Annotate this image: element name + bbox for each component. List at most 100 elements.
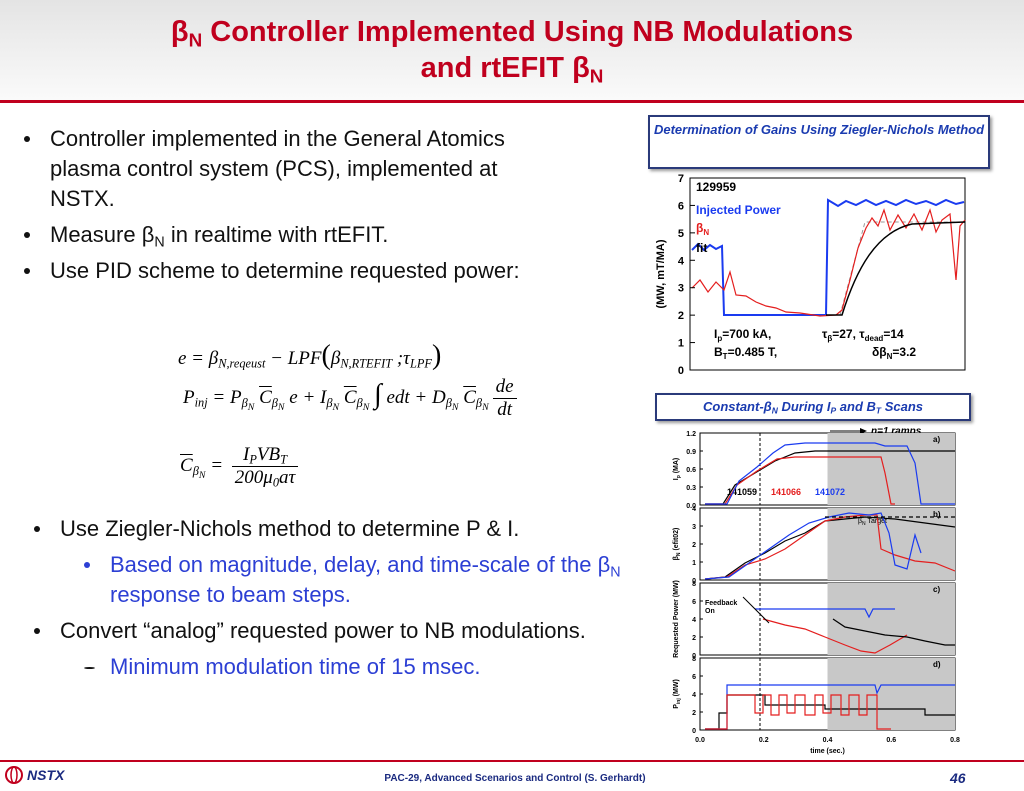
caption-text: During I (777, 399, 831, 414)
eq-sub: N (362, 401, 370, 413)
label-text: (MA) (673, 458, 680, 476)
y-tick-label: 2 (692, 710, 696, 717)
label-text: Requested Power (MW) (673, 580, 680, 658)
y-tick-label: 6 (692, 599, 696, 606)
eq-sub: β (326, 395, 333, 410)
y-tick-label: 5 (678, 228, 684, 240)
y-axis-label: Pinj (MW) (673, 679, 682, 709)
title-band (0, 0, 1024, 100)
y-tick-label: 0.3 (686, 485, 696, 492)
eq-sub: T (280, 452, 288, 467)
bullet: Convert “analog” requested power to NB m… (30, 616, 655, 646)
figure2: n=1 ramps 0.0 0.3 0.6 0.9 1.2 a) Ip (MA) 0 1 2 3 4 b… (673, 426, 960, 755)
eq-sub: N (277, 401, 285, 413)
eq-text: = P (207, 386, 242, 408)
x-axis-label: time (sec.) (810, 748, 845, 755)
eq-text: edt + D (381, 386, 446, 408)
label-text: β (858, 518, 862, 525)
x-tick-label: 0.2 (759, 737, 769, 744)
eq-text: = (205, 454, 228, 476)
sub-bullet: Based on magnitude, delay, and time-scal… (80, 550, 655, 610)
eq-sub: 0 (272, 475, 279, 490)
top-bullets: Controller implemented in the General At… (20, 124, 560, 292)
y-tick-label: 4 (692, 692, 696, 699)
bullet: Use Ziegler-Nichols method to determine … (30, 514, 655, 544)
bullet-sub: N (610, 564, 621, 581)
eq-text: e = β (178, 348, 219, 369)
ann-text: δβ (872, 345, 887, 359)
legend-text: fit (696, 241, 707, 255)
eq-sub: N (482, 401, 489, 413)
title-sub: N (188, 29, 203, 51)
x-tick-label: 0.6 (886, 737, 896, 744)
equation: e = βN,reqeust − LPF(βN,RTEFIT ;τLPF) (178, 340, 441, 372)
bullet-text: Use Ziegler-Nichols method to determine … (60, 516, 520, 541)
trace (832, 618, 955, 646)
eq-integral: ∫ (374, 378, 382, 410)
note: n=1 ramps (871, 426, 922, 437)
label-sub: N (676, 552, 682, 556)
eq-text: C (463, 386, 476, 408)
y-axis-label: Requested Power (MW) (673, 580, 680, 658)
bullet-text: response to beam steps. (110, 582, 351, 607)
y-tick-label: 3 (692, 524, 696, 531)
y-tick-label: 0.0 (686, 503, 696, 510)
figure1-caption: Determination of Gains Using Ziegler-Nic… (648, 115, 990, 169)
eq-num: de (492, 376, 517, 399)
y-tick-label: 4 (692, 506, 696, 513)
trace (755, 608, 895, 619)
figure1: 129959 Injected Power βN fit Ip=700 kA, τ… (655, 173, 966, 377)
title-text: and rtEFIT (420, 52, 573, 84)
equation: CβN = IPVBT 200μ0aτ (180, 444, 302, 489)
y-tick-label: 0 (692, 728, 696, 735)
trace (705, 694, 891, 730)
trace (705, 456, 895, 505)
y-tick-label: 1 (692, 560, 696, 567)
slide-title: βN Controller Implemented Using NB Modul… (0, 14, 1024, 86)
y-tick-label: 3 (678, 283, 684, 295)
title-rule (0, 100, 1024, 103)
ann-text: B (714, 345, 723, 359)
y-axis-label: Ip (MA) (673, 458, 682, 481)
eq-sub: N (198, 469, 206, 481)
label-sub: p (676, 475, 682, 478)
bullet: Use PID scheme to determine requested po… (20, 256, 560, 286)
footer-rule (0, 760, 1024, 762)
shot-label: 129959 (696, 180, 736, 194)
panel-tag: b) (933, 510, 941, 519)
ann-sub: N (887, 352, 893, 361)
bullet-text: Use PID scheme to determine requested po… (50, 258, 520, 283)
eq-sub: LPF (410, 356, 432, 371)
feedback-label: On (705, 608, 715, 615)
ann-text: I (714, 327, 717, 341)
eq-text: β (330, 348, 341, 369)
bullet-text: Convert “analog” requested power to NB m… (60, 618, 586, 643)
title-sub: N (589, 65, 604, 87)
x-tick-label: 0.8 (950, 737, 960, 744)
y-tick-label: 2 (692, 635, 696, 642)
panel-tag: c) (933, 585, 940, 594)
sub-bullet: Minimum modulation time of 15 msec. (80, 652, 655, 682)
eq-sub: β (445, 395, 452, 410)
caption-text: Scans (881, 399, 923, 414)
eq-sub: N (247, 401, 255, 413)
caption-sub: T (875, 405, 882, 416)
ann-sub: p (717, 334, 722, 343)
eq-sub: N (451, 401, 459, 413)
y-tick-label: 0 (692, 653, 696, 660)
ann-text: =0.485 T, (728, 345, 778, 359)
feedback-arrow (742, 596, 770, 624)
caption-text: Determination of Gains Using Ziegler-Nic… (653, 122, 985, 137)
ann-text: =700 kA, (722, 327, 771, 341)
trace (691, 208, 966, 317)
bullet-text: in realtime with rtEFIT. (164, 222, 389, 247)
legend-sub: N (703, 228, 709, 237)
ann-text: =14 (883, 327, 904, 341)
ann-sub: dead (865, 334, 884, 343)
eq-sub: β (356, 395, 363, 410)
annotation: BT=0.485 T, δβN=3.2 (714, 345, 916, 361)
label-text: Target (866, 518, 887, 525)
trace (705, 450, 955, 505)
annotation: Ip=700 kA, τβ=27, τdead=14 (714, 327, 904, 343)
shot-label: 141059 (727, 487, 757, 497)
